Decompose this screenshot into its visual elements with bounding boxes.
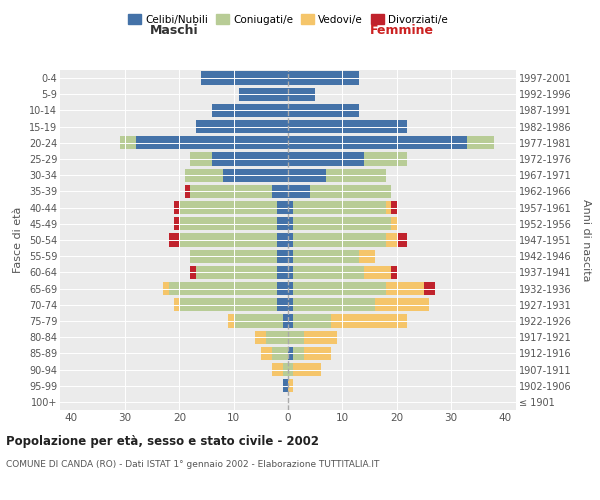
Bar — [364, 266, 391, 279]
Y-axis label: Anni di nascita: Anni di nascita — [581, 198, 591, 281]
Bar — [288, 152, 364, 166]
Bar — [331, 314, 407, 328]
Bar — [397, 234, 407, 246]
Bar — [261, 346, 272, 360]
Bar — [283, 379, 288, 392]
Bar — [293, 266, 364, 279]
Bar — [190, 152, 212, 166]
Bar — [169, 282, 277, 295]
Bar — [293, 314, 331, 328]
Bar — [272, 185, 288, 198]
Bar — [277, 298, 288, 312]
Bar — [288, 314, 293, 328]
Bar — [179, 298, 277, 312]
Bar — [293, 250, 359, 263]
Text: Maschi: Maschi — [149, 24, 199, 38]
Bar — [288, 72, 359, 85]
Bar — [169, 234, 179, 246]
Bar — [283, 363, 288, 376]
Bar — [288, 282, 293, 295]
Bar — [288, 104, 359, 117]
Y-axis label: Fasce di età: Fasce di età — [13, 207, 23, 273]
Bar — [293, 201, 386, 214]
Bar — [179, 217, 277, 230]
Bar — [364, 152, 407, 166]
Bar — [190, 185, 272, 198]
Text: COMUNE DI CANDA (RO) - Dati ISTAT 1° gennaio 2002 - Elaborazione TUTTITALIA.IT: COMUNE DI CANDA (RO) - Dati ISTAT 1° gen… — [6, 460, 379, 469]
Bar — [288, 298, 293, 312]
Bar — [424, 282, 434, 295]
Text: Popolazione per età, sesso e stato civile - 2002: Popolazione per età, sesso e stato civil… — [6, 435, 319, 448]
Bar — [288, 185, 310, 198]
Bar — [310, 185, 391, 198]
Bar — [277, 250, 288, 263]
Bar — [288, 330, 304, 344]
Bar — [277, 282, 288, 295]
Bar — [304, 346, 331, 360]
Bar — [467, 136, 494, 149]
Bar — [277, 266, 288, 279]
Bar — [256, 330, 266, 344]
Bar — [293, 298, 375, 312]
Bar — [272, 363, 283, 376]
Bar — [293, 217, 391, 230]
Bar — [304, 330, 337, 344]
Bar — [212, 104, 288, 117]
Bar — [185, 168, 223, 182]
Bar — [266, 330, 288, 344]
Bar — [174, 298, 179, 312]
Bar — [277, 201, 288, 214]
Bar — [239, 88, 288, 101]
Bar — [288, 266, 293, 279]
Bar — [293, 282, 386, 295]
Bar — [326, 168, 386, 182]
Bar — [293, 234, 386, 246]
Bar — [288, 346, 293, 360]
Bar — [190, 250, 277, 263]
Bar — [391, 217, 397, 230]
Bar — [288, 363, 293, 376]
Bar — [201, 72, 288, 85]
Bar — [196, 266, 277, 279]
Bar — [120, 136, 136, 149]
Bar — [288, 379, 293, 392]
Legend: Celibi/Nubili, Coniugati/e, Vedovi/e, Divorziati/e: Celibi/Nubili, Coniugati/e, Vedovi/e, Di… — [124, 10, 452, 29]
Bar — [277, 217, 288, 230]
Bar — [174, 201, 179, 214]
Bar — [359, 250, 375, 263]
Bar — [283, 314, 288, 328]
Bar — [288, 201, 293, 214]
Bar — [223, 168, 288, 182]
Bar — [288, 168, 326, 182]
Bar — [288, 234, 293, 246]
Bar — [179, 234, 277, 246]
Bar — [234, 314, 283, 328]
Bar — [288, 250, 293, 263]
Bar — [288, 88, 315, 101]
Bar — [386, 282, 424, 295]
Text: Femmine: Femmine — [370, 24, 434, 38]
Bar — [386, 201, 391, 214]
Bar — [179, 201, 277, 214]
Bar — [288, 120, 407, 134]
Bar — [272, 346, 288, 360]
Bar — [228, 314, 234, 328]
Bar — [185, 185, 190, 198]
Bar — [136, 136, 288, 149]
Bar — [293, 346, 304, 360]
Bar — [375, 298, 429, 312]
Bar — [212, 152, 288, 166]
Bar — [293, 363, 320, 376]
Bar — [174, 217, 179, 230]
Bar — [277, 234, 288, 246]
Bar — [391, 201, 397, 214]
Bar — [163, 282, 169, 295]
Bar — [196, 120, 288, 134]
Bar — [288, 217, 293, 230]
Bar — [386, 234, 397, 246]
Bar — [288, 136, 467, 149]
Bar — [391, 266, 397, 279]
Bar — [190, 266, 196, 279]
